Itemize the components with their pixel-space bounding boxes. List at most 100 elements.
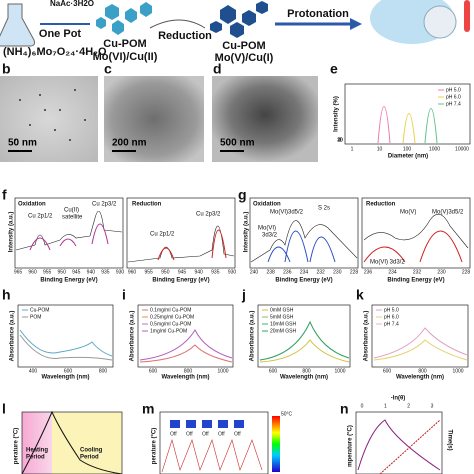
tick-label: 600 [269,368,278,374]
colorbar [272,416,280,472]
curve [259,320,350,361]
cooling-region [52,412,122,474]
particles [14,89,86,141]
curve [402,113,416,144]
tick-label: 940 [194,269,203,275]
thermal-images [170,420,244,428]
spectrum [250,220,358,263]
legend-label: pH 6.0 [384,314,399,320]
tem-image [104,76,204,162]
label: Reduction [132,202,162,208]
axes [257,304,351,368]
tick-label: 965 [14,269,23,275]
product-state: Mo(VI)/Cu(II) [93,51,158,63]
legend-label: POM [30,314,41,320]
axes [17,304,114,368]
label: Mo(V) [400,210,416,216]
curve [377,106,391,144]
tick-label: 960 [28,269,37,275]
curve [21,410,123,474]
axis-label: Diameter (nm) [388,154,428,160]
label: Cu 2p1/2 [28,214,53,220]
tick-label: 30 [337,137,343,143]
tick-label: 1000 [429,146,440,152]
tick-label: 0 [339,137,342,143]
panel-label: f [2,187,7,203]
tick-label: 940 [87,269,96,275]
tick-label: 230 [333,269,342,275]
tick-label: 100 [403,146,412,152]
label: Cu 2p1/2 [150,232,175,238]
arrow [149,19,206,29]
tick-label: 600 [149,368,158,374]
panel-label: g [238,187,247,203]
label: Period [26,455,45,461]
tick-label: 234 [388,269,397,275]
axis-label: perature (°C) [14,428,20,464]
step: Reduction [158,30,212,42]
label: Heating [26,448,48,454]
label: 3d3/2 [262,233,278,239]
tick-label: 800 [418,368,427,374]
legend-label: pH 7.4 [384,321,399,327]
tick-label: 1000 [217,368,228,374]
fit [157,229,227,261]
label: S 2s [318,206,330,212]
panel-label: k [356,287,364,303]
fit-line [379,419,441,474]
legend-label: pH 5.0 [384,307,399,313]
curve [373,327,468,359]
tick-label: 238 [266,269,275,275]
tick-label: 950 [58,269,67,275]
legend-label: pH 7.4 [446,101,461,107]
curve [373,339,468,361]
curve [19,334,113,361]
scale-label: 500 nm [220,138,255,149]
tick-label: 240 [250,269,259,275]
label: Mo(VI)3d5/2 [270,210,304,216]
product-state: Mo(V)/Cu(I) [215,52,274,64]
schematic: NaAc·3H2O One Pot (NH₄)₆Mo₇O₂₄·4H₂O Cu-P… [0,0,470,64]
tick-label: 228 [462,269,471,275]
axis-label: Intensity (a.u.) [9,212,15,253]
curve [357,419,441,471]
tick-label: 1 [351,146,354,152]
label: Oxidation [18,202,46,208]
axis-label: Absorbance (a.u.) [130,311,136,362]
spectrum [15,210,123,251]
label: Mo(VI) 3d3/2 [370,260,405,266]
legend-label: 0.5mg/ml Cu-POM [150,321,191,327]
tick-label: 10 [377,146,383,152]
flask [0,3,35,47]
tem-image [0,76,98,162]
panel-label: e [330,61,338,77]
off-label: Off [186,431,193,437]
panel-label: m [142,401,154,417]
tick-label: 20 [337,137,343,143]
colorbar-label: 50°C [281,411,293,417]
legend-label: pH 6.0 [446,94,461,100]
axis-label: Absorbance (a.u.) [364,311,370,362]
axes [249,197,359,269]
tick-label: 1 [384,403,387,409]
legend-label: 0.25mg/ml Cu-POM [150,314,194,320]
legend-label: Cu-POM [30,307,49,313]
spectrum [127,225,235,263]
tick-label: 1000 [452,368,463,374]
tick-label: 3 [431,403,434,409]
scale-label: 200 nm [112,138,147,149]
tick-label: 236 [364,269,373,275]
axis-label: Binding Energy (eV) [152,278,209,284]
clusters-reduced [210,1,268,38]
tem-image [212,76,318,162]
tick-label: 1000 [334,368,345,374]
axis-label: Wavelength (nm) [41,375,89,381]
step: One Pot [39,28,82,40]
tick-label: 945 [72,269,81,275]
scale-label: 50 nm [8,138,37,149]
tick-label: 955 [144,269,153,275]
axis-label: Wavelength (nm) [280,375,328,381]
thermometer [464,0,470,32]
curve [424,108,438,144]
